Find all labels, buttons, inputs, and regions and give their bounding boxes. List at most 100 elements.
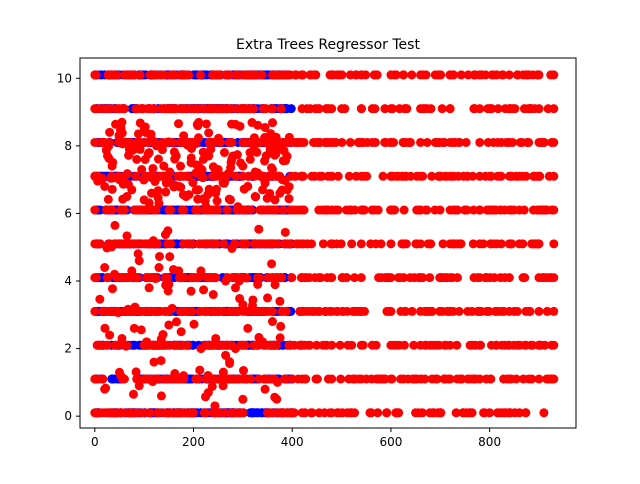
red-point [399,70,409,80]
red-point [310,171,320,181]
red-point [445,374,455,384]
red-point [386,306,396,316]
y-tick-label: 4 [64,274,72,288]
red-point [475,374,485,384]
red-point [307,239,317,249]
red-point [407,306,417,316]
red-point [164,408,174,418]
red-point [208,290,218,300]
red-point [119,205,129,215]
red-point [475,137,485,147]
red-point [234,276,244,286]
red-point [291,171,301,181]
red-point [374,273,384,283]
red-point [347,239,357,249]
red-point [243,323,253,333]
red-point [386,340,396,350]
red-point [107,205,117,215]
red-point [386,70,396,80]
red-point [129,70,139,80]
red-point [356,374,366,384]
red-point [168,265,178,275]
red-point [179,239,189,249]
red-point [199,285,209,295]
red-point [496,239,506,249]
red-point [475,273,485,283]
red-point [110,269,120,279]
red-point [200,408,210,418]
red-point [170,104,180,114]
red-point [127,266,137,276]
red-point [254,224,264,234]
red-point [214,133,224,143]
red-point [193,374,203,384]
red-point [317,171,327,181]
red-point [222,374,232,384]
red-point [143,149,153,159]
red-point [238,394,248,404]
red-point [208,205,218,215]
red-point [280,175,290,185]
red-point [346,205,355,215]
red-point [186,153,196,163]
red-point [504,340,514,350]
red-point [212,196,222,206]
red-point [158,104,168,114]
red-point [191,185,201,195]
red-point [119,104,129,114]
red-point [171,317,181,327]
red-point [370,70,380,80]
red-point [201,119,211,129]
red-point [337,273,347,283]
red-point [149,70,159,80]
red-point [156,356,166,366]
red-point [496,137,506,147]
red-point [187,306,197,316]
red-point [131,104,141,114]
red-point [416,70,426,80]
red-point [382,408,392,418]
red-point [129,323,139,333]
red-point [312,340,322,350]
red-point [153,154,163,164]
red-point [318,239,328,249]
red-point [445,171,455,181]
red-point [90,306,100,316]
y-axis: 0 2 4 6 8 10 [57,71,80,423]
red-point [453,171,463,181]
red-point [312,374,322,384]
red-point [527,374,537,384]
red-point [327,273,337,283]
red-point [468,239,478,249]
red-point [238,104,248,114]
red-point [549,70,559,80]
red-point [155,251,164,261]
red-point [475,239,485,249]
red-point [250,167,260,177]
red-point [224,168,234,178]
red-point [260,384,270,394]
red-point [475,205,485,215]
red-point [90,70,100,80]
red-point [504,306,514,316]
red-point [139,306,149,316]
red-point [409,273,419,283]
red-point [179,340,189,350]
red-point [534,239,544,249]
red-point [140,122,150,132]
red-point [144,198,154,208]
red-point [386,273,396,283]
red-point [275,333,285,343]
red-point [534,205,544,215]
red-point [211,184,221,194]
red-point [193,205,203,215]
red-point [348,374,358,384]
red-point [224,306,234,316]
red-point [218,381,228,391]
red-point [246,205,256,215]
red-point [475,306,485,316]
red-point [403,374,413,384]
red-point [139,408,149,418]
red-point [267,317,277,327]
red-point [121,341,131,351]
